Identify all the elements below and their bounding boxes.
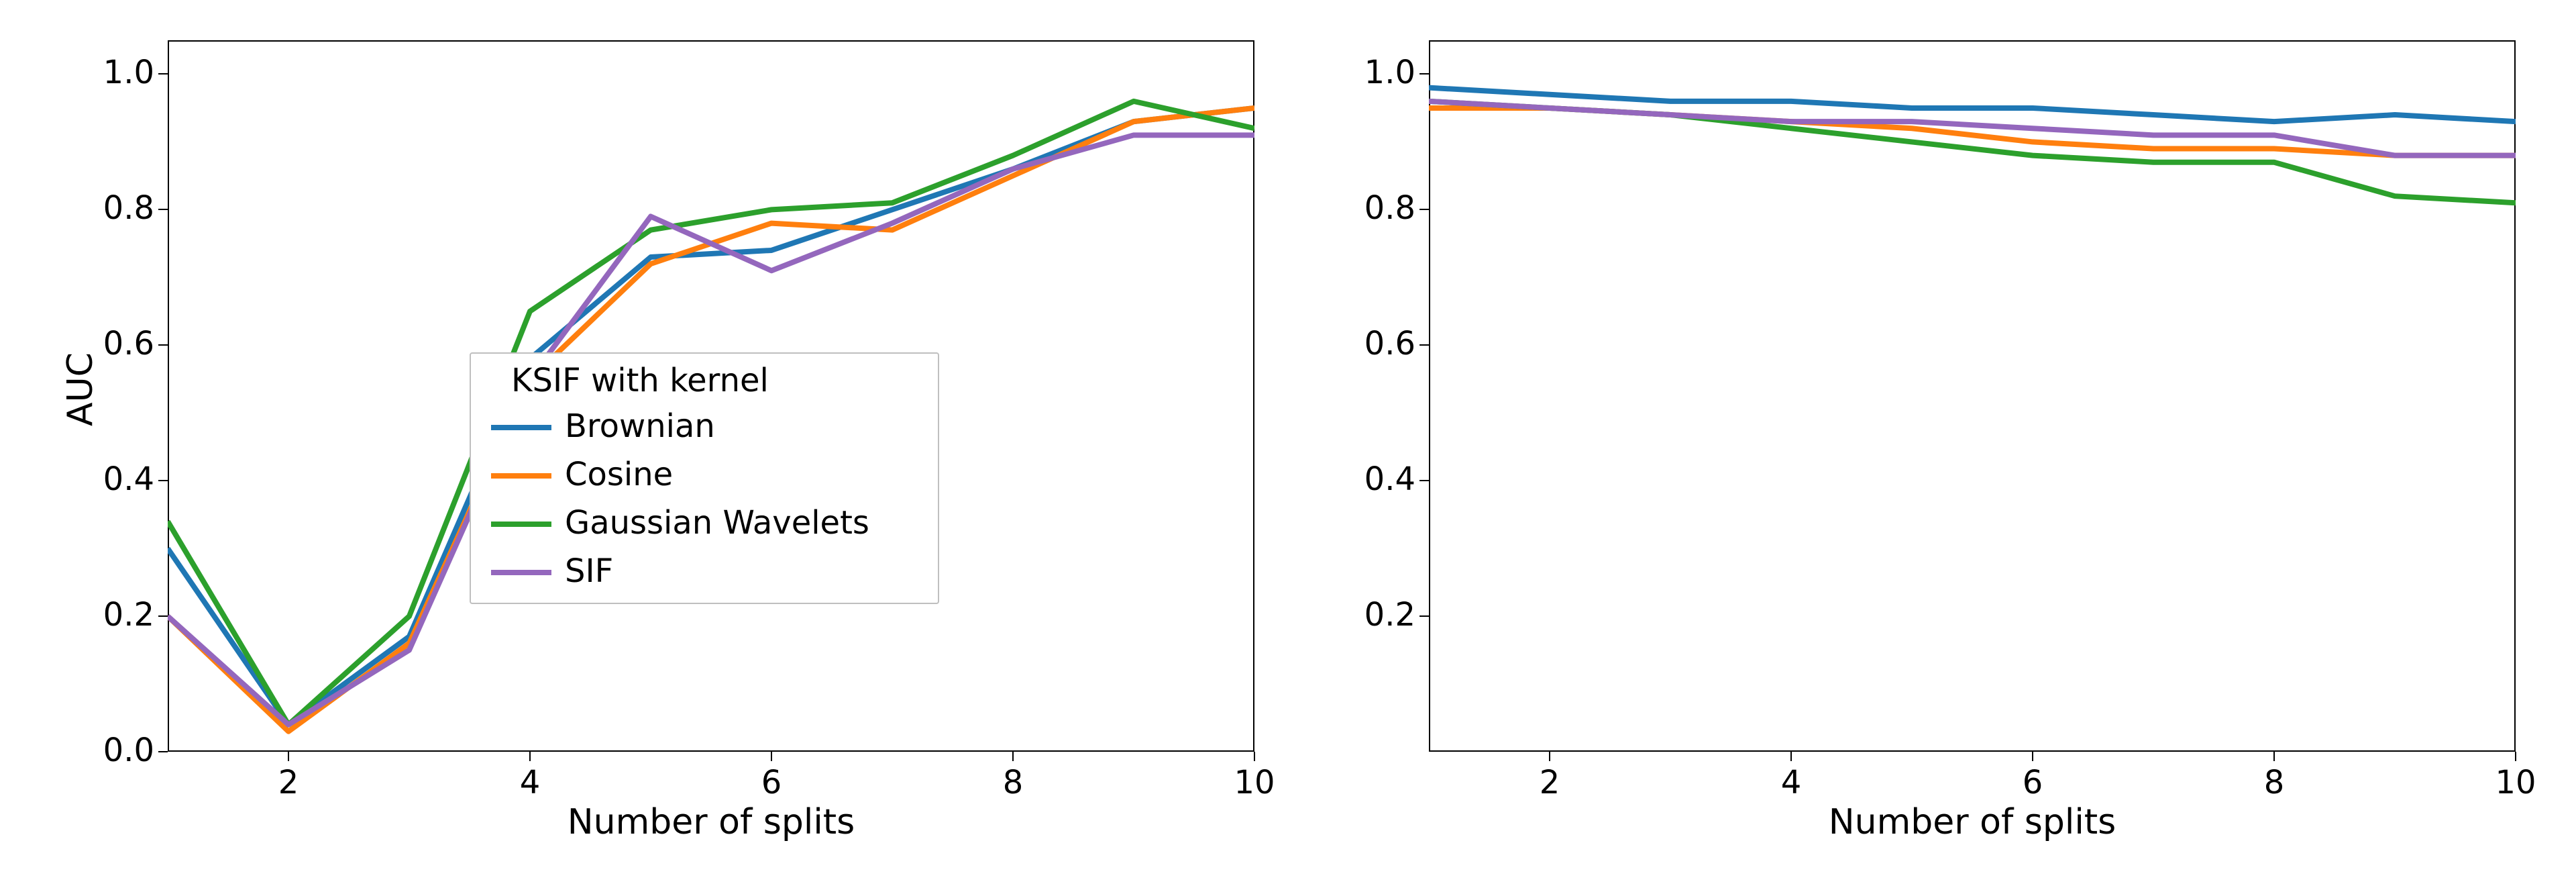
- xtick-mark: [771, 752, 772, 761]
- xtick-label: 8: [973, 764, 1053, 801]
- ytick-mark: [158, 751, 168, 752]
- legend-swatch: [491, 425, 551, 430]
- legend-label: Brownian: [565, 407, 715, 445]
- xtick-mark: [2273, 752, 2275, 761]
- legend-box: KSIF with kernel Brownian Cosine Gaussian W…: [470, 352, 939, 604]
- xtick-mark: [1012, 752, 1014, 761]
- legend-item: Gaussian Wavelets: [491, 504, 934, 544]
- xlabel-left: Number of splits: [168, 802, 1254, 842]
- xtick-label: 6: [731, 764, 812, 801]
- legend-swatch: [491, 522, 551, 527]
- ytick-label: 0.6: [1335, 325, 1415, 362]
- xtick-label: 10: [1214, 764, 1295, 801]
- plot-lines-right: [1288, 0, 2549, 785]
- legend-item: Brownian: [491, 407, 934, 448]
- legend-title: KSIF with kernel: [511, 362, 769, 399]
- ytick-label: 0.0: [74, 732, 154, 769]
- xtick-label: 8: [2234, 764, 2314, 801]
- ytick-mark: [158, 344, 168, 346]
- ytick-label: 1.0: [1335, 54, 1415, 91]
- ytick-label: 0.8: [74, 189, 154, 227]
- ytick-label: 1.0: [74, 54, 154, 91]
- xtick-label: 2: [1509, 764, 1590, 801]
- legend-swatch: [491, 473, 551, 479]
- xtick-label: 2: [248, 764, 329, 801]
- ytick-label: 0.4: [1335, 460, 1415, 498]
- legend-item: SIF: [491, 552, 934, 593]
- figure-root: AUC Number of splits KSIF with kernelBro…: [0, 0, 2576, 892]
- ytick-mark: [158, 480, 168, 481]
- legend-item: Cosine: [491, 456, 934, 496]
- ytick-mark: [158, 209, 168, 210]
- xtick-mark: [1790, 752, 1792, 761]
- xtick-mark: [529, 752, 531, 761]
- xtick-mark: [2515, 752, 2516, 761]
- ytick-label: 0.4: [74, 460, 154, 498]
- xtick-mark: [1254, 752, 1255, 761]
- panel-right: Number of splits 2 4 6 8 10 0.2 0.4 0.6 0.8 1.0: [1288, 0, 2576, 892]
- legend-label: SIF: [565, 552, 613, 590]
- ytick-mark: [1419, 344, 1429, 346]
- legend-swatch: [491, 570, 551, 575]
- xlabel-right: Number of splits: [1429, 802, 2516, 842]
- xtick-label: 4: [1751, 764, 1831, 801]
- ytick-mark: [1419, 73, 1429, 75]
- ytick-mark: [1419, 209, 1429, 210]
- ytick-mark: [158, 615, 168, 617]
- ytick-label: 0.2: [74, 596, 154, 634]
- ytick-label: 0.2: [1335, 596, 1415, 634]
- xtick-mark: [2032, 752, 2033, 761]
- panel-left: AUC Number of splits KSIF with kernelBro…: [0, 0, 1288, 892]
- ytick-mark: [1419, 615, 1429, 617]
- xtick-mark: [1549, 752, 1550, 761]
- xtick-label: 6: [1992, 764, 2073, 801]
- series-line-brownian: [1429, 88, 2516, 121]
- xtick-mark: [288, 752, 289, 761]
- xtick-label: 10: [2475, 764, 2556, 801]
- xtick-label: 4: [490, 764, 570, 801]
- ytick-mark: [158, 73, 168, 75]
- legend-label: Gaussian Wavelets: [565, 504, 869, 542]
- legend-label: Cosine: [565, 456, 673, 493]
- ytick-label: 0.8: [1335, 189, 1415, 227]
- ytick-label: 0.6: [74, 325, 154, 362]
- ytick-mark: [1419, 480, 1429, 481]
